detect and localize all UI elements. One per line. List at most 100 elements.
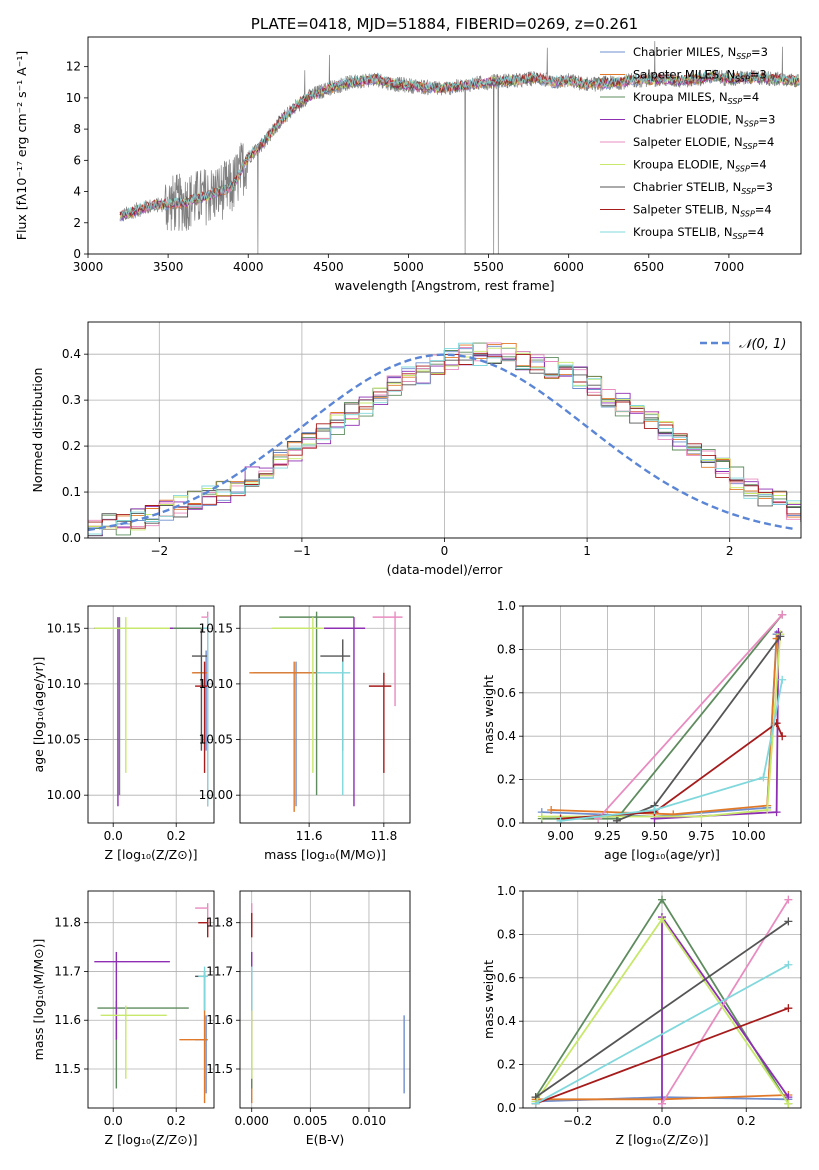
x-tick-label: 2 [726,544,734,558]
y-tick-label: 2 [73,216,81,230]
y-tick-label: 0.2 [497,1058,516,1072]
chart-panel-5: 9.00 9.25 9.50 9.75 10.00 0.0 0.2 0.4 0.6 0.8 1.0 a… [481,599,802,862]
error-cross [94,951,170,1040]
error-cross [253,661,317,807]
mass-weight-marker [784,960,793,969]
x-tick-label: 9.75 [688,829,715,843]
y-axis-label: Normed distribution [30,368,45,493]
legend-label-tail: =3 [756,180,773,194]
y-tick-label: 0.3 [62,393,81,407]
x-tick-label: 5500 [473,260,504,274]
x-tick-label: 11.6 [296,829,323,843]
plot-area [240,606,410,823]
histogram-step-line [88,342,801,528]
x-tick-label: 5000 [393,260,424,274]
mass-weight-marker [784,1004,793,1013]
y-tick-label: 11.6 [206,1013,233,1027]
mass-weight-marker [537,812,546,821]
legend-label-sub: SSP [735,165,750,174]
legend-label-tail: =4 [757,135,774,149]
y-tick-label: 11.7 [206,964,233,978]
y-tick-label: 0.8 [497,927,516,941]
error-cross [198,917,209,938]
error-cross [94,617,174,807]
legend-label-main: Salpeter STELIB, N [633,203,740,217]
error-cross [279,611,354,796]
legend-label-main: Chabrier STELIB, N [633,180,741,194]
error-cross [271,617,325,773]
legend-label-tail: =4 [755,203,772,217]
mass-weight-marker [784,1099,793,1108]
error-cross [368,672,392,773]
legend-label: 𝒩(0, 1) [739,337,786,352]
error-cross [97,1000,189,1089]
chart-panel-6: 0.0 0.2 11.5 11.6 11.7 11.8 Z [log₁₀(Z/Z⊙)] mas… [31,890,215,1147]
y-tick-label: 10 [66,91,81,105]
axes-frame [239,605,411,824]
axes-frame [87,890,215,1109]
axes-frame [239,890,411,1109]
y-tick-label: 0.4 [62,347,81,361]
legend-label: Chabrier ELODIE, NSSP=3 [633,113,775,129]
x-tick-label: 0.2 [167,829,186,843]
y-tick-label: 11.8 [54,916,81,930]
x-tick-label: 0.0 [652,1114,671,1128]
y-tick-label: 10.00 [47,788,81,802]
plot-area [88,606,214,823]
y-tick-label: 0.6 [497,686,516,700]
y-tick-label: 11.8 [206,916,233,930]
error-cross [198,966,208,1011]
legend-label-sub: SSP [743,142,758,151]
x-tick-label: 3000 [73,260,104,274]
legend-label-sub: SSP [741,187,756,196]
mass-weight-marker [556,816,565,823]
axes-frame [87,605,215,824]
legend-label-tail: =3 [750,68,767,82]
legend-label-tail: =4 [750,158,767,172]
y-axis-label: mass weight [481,675,496,754]
x-tick-label: 1 [583,544,591,558]
error-cross [201,617,209,807]
error-cross [191,628,208,751]
x-tick-label: 6500 [634,260,665,274]
x-axis-label: wavelength [Angstrom, rest frame] [334,278,554,293]
y-tick-label: 6 [73,153,81,167]
y-tick-label: 0.0 [497,816,516,830]
x-axis-label: (data-model)/error [387,562,504,577]
axes-frame [87,321,802,539]
x-tick-label: 0.0 [104,1114,123,1128]
y-tick-label: 10.10 [47,677,81,691]
y-tick-label: 0.6 [497,971,516,985]
y-tick-label: 12 [66,60,81,74]
mass-weight-line [535,1007,789,1105]
error-cross [179,1010,208,1104]
mass-weight-marker [778,732,787,741]
histogram-step-line [88,347,801,531]
chart-panel-3: 0.0 0.2 10.00 10.05 10.10 10.15 Z [log₁₀(Z/Z⊙)… [31,605,215,862]
y-tick-label: 10.15 [47,621,81,635]
x-tick-label: 0.2 [737,1114,756,1128]
mass-weight-marker [531,1099,540,1108]
legend-label: Salpeter ELODIE, NSSP=4 [633,135,774,151]
y-tick-label: 11.5 [206,1062,233,1076]
mass-weight-marker [778,610,787,619]
x-tick-label: 4500 [313,260,344,274]
mass-weight-marker [759,773,768,782]
legend-label-main: Kroupa MILES, N [633,90,728,104]
mass-weight-marker [697,812,706,821]
normal-reference-curve [88,353,796,532]
x-axis-label: Z [log₁₀(Z/Z⊙)] [105,847,198,862]
x-tick-label: 7000 [714,260,745,274]
legend-label-sub: SSP [736,52,751,61]
y-tick-label: 1.0 [497,884,516,898]
plot-area [88,322,801,538]
x-tick-label: 4000 [233,260,264,274]
mass-weight-marker [547,805,556,814]
x-tick-label: 6000 [553,260,584,274]
error-cross [249,661,321,812]
y-tick-label: 10.00 [199,788,233,802]
legend-label: Chabrier STELIB, NSSP=3 [633,180,773,196]
x-tick-label: −1 [293,544,311,558]
histogram-step-line [88,342,801,535]
